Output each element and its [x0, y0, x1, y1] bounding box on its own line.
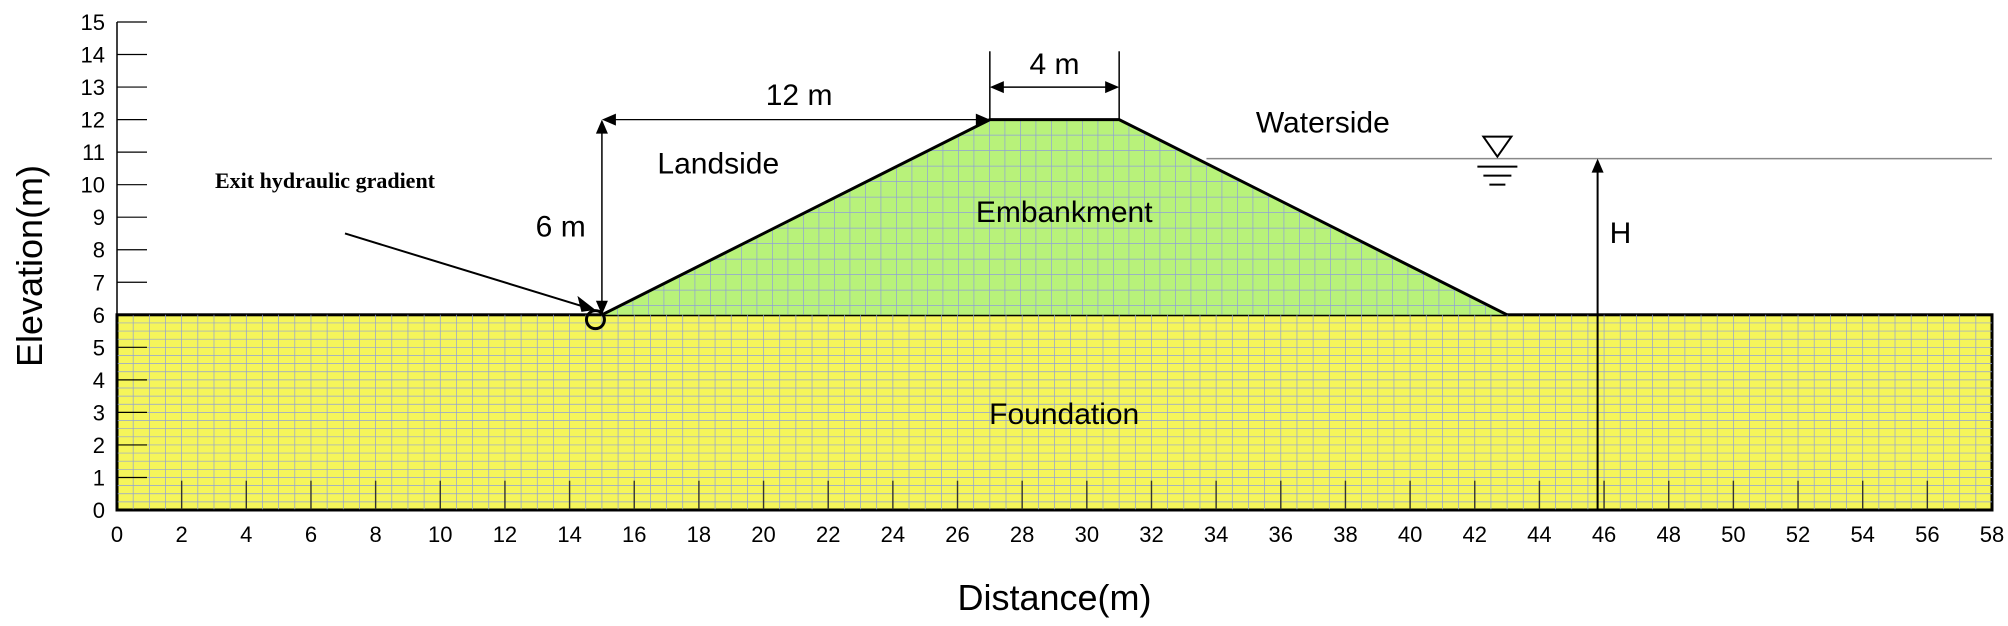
crest-width-label: 4 m: [1029, 48, 1079, 81]
crest-width-dimension: [989, 51, 1120, 120]
x-tick-label: 54: [1850, 522, 1874, 547]
exit-point-marker-icon: [584, 309, 606, 331]
y-tick-label: 5: [93, 335, 105, 360]
foundation-mesh: [117, 314, 1992, 510]
y-tick-label: 1: [93, 465, 105, 490]
y-tick-label: 13: [81, 75, 105, 100]
water-level-symbol-icon: [1477, 135, 1518, 186]
y-axis-title: Elevation(m): [9, 165, 50, 367]
x-tick-label: 34: [1204, 522, 1228, 547]
waterside-label: Waterside: [1256, 107, 1390, 140]
x-tick-label: 24: [881, 522, 905, 547]
exit-gradient-annotation: Exit hydraulic gradient: [215, 168, 606, 331]
x-axis-ticks: 0 2 4 6 8 10 12 14 16 18 20 22 24 26 28 30 32 34 36 38 40 42 4…: [111, 522, 2004, 547]
x-tick-label: 10: [428, 522, 452, 547]
y-tick-label: 6: [93, 303, 105, 328]
water-head-arrowhead: [1591, 158, 1604, 173]
x-tick-label: 16: [622, 522, 646, 547]
x-tick-label: 56: [1915, 522, 1939, 547]
y-tick-label: 4: [93, 368, 105, 393]
x-tick-label: 20: [751, 522, 775, 547]
x-tick-label: 30: [1075, 522, 1099, 547]
y-tick-label: 12: [81, 108, 105, 133]
y-tick-label: 8: [93, 238, 105, 263]
y-tick-label: 9: [93, 205, 105, 230]
y-tick-label: 0: [93, 498, 105, 523]
height-dimension: [595, 119, 608, 315]
x-tick-label: 42: [1463, 522, 1487, 547]
exit-gradient-label: Exit hydraulic gradient: [215, 168, 436, 193]
x-tick-label: 4: [240, 522, 252, 547]
exit-gradient-arrowhead: [577, 295, 596, 312]
x-tick-label: 6: [305, 522, 317, 547]
y-tick-label: 11: [82, 140, 105, 165]
slope-run-dimension: [601, 113, 990, 126]
x-tick-label: 2: [176, 522, 188, 547]
x-tick-label: 18: [687, 522, 711, 547]
x-tick-label: 40: [1398, 522, 1422, 547]
embankment-label: Embankment: [976, 196, 1153, 229]
dimension-annotations: 4 m 12 m 6 m: [536, 48, 1120, 315]
x-tick-label: 28: [1010, 522, 1034, 547]
x-tick-label: 46: [1592, 522, 1616, 547]
x-tick-label: 36: [1269, 522, 1293, 547]
x-tick-label: 32: [1139, 522, 1163, 547]
x-tick-label: 38: [1333, 522, 1357, 547]
foundation-layer: [115, 313, 1994, 512]
y-tick-label: 10: [81, 173, 105, 198]
embankment-region: [601, 119, 1508, 315]
foundation-label: Foundation: [989, 398, 1139, 431]
embankment-outline: [601, 118, 1508, 317]
x-tick-label: 58: [1980, 522, 2004, 547]
landside-label: Landside: [657, 147, 779, 180]
y-tick-label: 7: [93, 270, 105, 295]
y-tick-label: 15: [81, 10, 105, 35]
x-tick-label: 8: [369, 522, 381, 547]
slope-run-label: 12 m: [766, 79, 833, 112]
water-level: H: [1206, 135, 1992, 510]
height-label: 6 m: [536, 211, 586, 244]
region-labels: Landside Waterside Embankment Foundation: [657, 107, 1389, 431]
y-tick-label: 14: [81, 43, 105, 68]
water-head-label: H: [1610, 217, 1632, 250]
y-tick-label: 2: [93, 433, 105, 458]
y-tick-label: 3: [93, 400, 105, 425]
x-tick-label: 22: [816, 522, 840, 547]
exit-gradient-arrow: [344, 232, 582, 307]
x-tick-label: 52: [1786, 522, 1810, 547]
x-tick-label: 44: [1527, 522, 1551, 547]
x-tick-label: 48: [1656, 522, 1680, 547]
x-tick-label: 12: [493, 522, 517, 547]
x-axis-title: Distance(m): [957, 577, 1151, 618]
x-tick-label: 0: [111, 522, 123, 547]
x-tick-label: 26: [945, 522, 969, 547]
x-tick-label: 14: [557, 522, 581, 547]
x-tick-label: 50: [1721, 522, 1745, 547]
